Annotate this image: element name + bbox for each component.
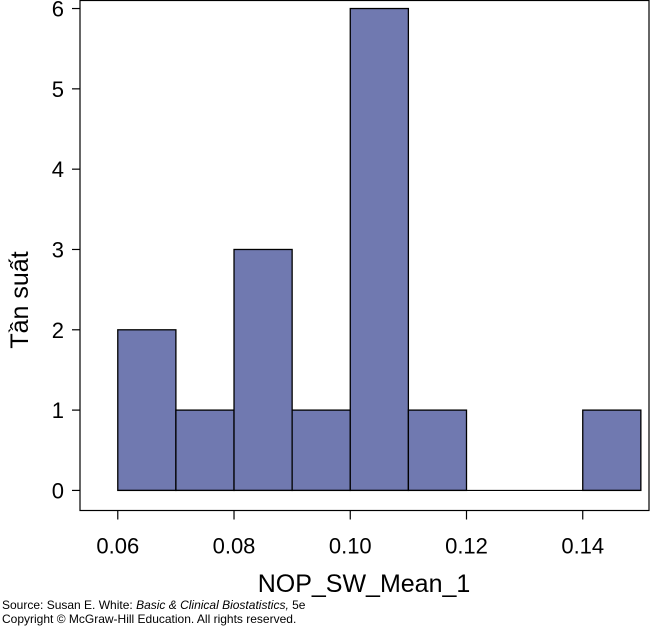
x-tick-label: 0.06 bbox=[96, 534, 139, 559]
histogram-bar bbox=[117, 329, 177, 492]
source-prefix: Source: Susan E. White: bbox=[2, 598, 137, 612]
x-tick-label: 0.08 bbox=[213, 534, 256, 559]
y-tick-label: 3 bbox=[52, 237, 64, 262]
x-axis-title: NOP_SW_Mean_1 bbox=[258, 570, 471, 598]
y-tick-label: 4 bbox=[52, 157, 64, 182]
y-axis: 0 1 2 3 4 5 6 bbox=[52, 0, 80, 503]
copyright-notice: Copyright © McGraw-Hill Education. All r… bbox=[2, 612, 297, 626]
source-credit: Source: Susan E. White: Basic & Clinical… bbox=[2, 598, 305, 612]
x-tick-label: 0.10 bbox=[329, 534, 372, 559]
histogram-bar bbox=[291, 409, 351, 492]
y-tick-label: 0 bbox=[52, 478, 64, 503]
histogram-bar bbox=[175, 409, 235, 492]
y-tick-label: 5 bbox=[52, 77, 64, 102]
x-tick-label: 0.12 bbox=[445, 534, 488, 559]
histogram-bar bbox=[407, 409, 468, 492]
y-axis-title: Tần suất bbox=[6, 251, 34, 348]
source-book-title: Basic & Clinical Biostatistics, bbox=[136, 598, 289, 612]
histogram-bar bbox=[233, 248, 293, 492]
histogram-bar bbox=[582, 409, 642, 492]
plot-frame bbox=[79, 0, 650, 512]
y-tick-label: 1 bbox=[52, 398, 64, 423]
histogram-bar bbox=[349, 7, 410, 492]
source-edition: 5e bbox=[288, 598, 306, 612]
histogram-bars bbox=[117, 7, 642, 492]
x-axis: 0.06 0.08 0.10 0.12 0.14 bbox=[96, 510, 604, 559]
y-tick-label: 6 bbox=[52, 0, 64, 22]
x-tick-label: 0.14 bbox=[561, 534, 604, 559]
y-tick-label: 2 bbox=[52, 318, 64, 343]
